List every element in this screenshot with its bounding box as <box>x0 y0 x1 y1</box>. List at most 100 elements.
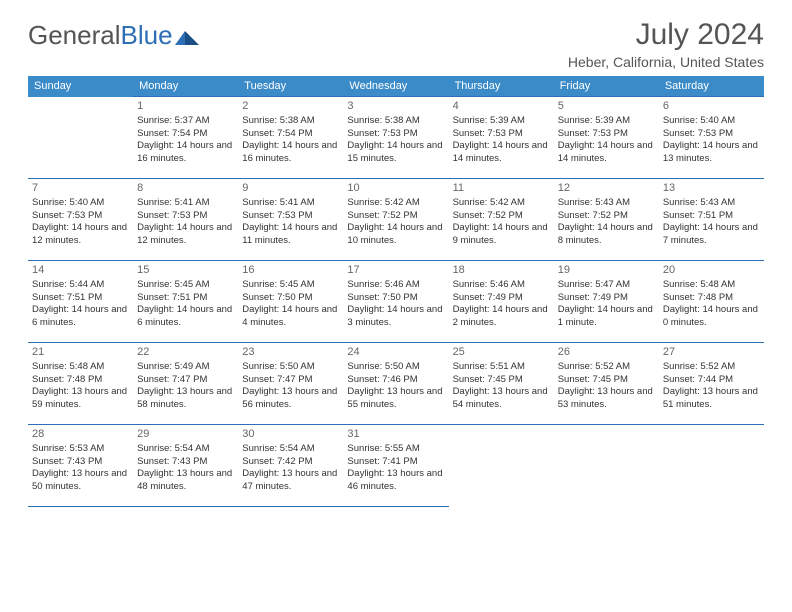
day-number: 27 <box>663 345 760 360</box>
sunrise-line: Sunrise: 5:52 AM <box>663 361 760 374</box>
sunset-line: Sunset: 7:50 PM <box>242 292 339 305</box>
weekday-header: Thursday <box>449 76 554 97</box>
sunset-line: Sunset: 7:52 PM <box>558 210 655 223</box>
weekday-header: Tuesday <box>238 76 343 97</box>
calendar-day-cell: 13Sunrise: 5:43 AMSunset: 7:51 PMDayligh… <box>659 179 764 261</box>
sunrise-line: Sunrise: 5:37 AM <box>137 115 234 128</box>
sunrise-line: Sunrise: 5:40 AM <box>32 197 129 210</box>
day-number: 8 <box>137 181 234 196</box>
calendar-day-cell: 1Sunrise: 5:37 AMSunset: 7:54 PMDaylight… <box>133 97 238 179</box>
calendar-day-cell: 22Sunrise: 5:49 AMSunset: 7:47 PMDayligh… <box>133 343 238 425</box>
day-number: 26 <box>558 345 655 360</box>
daylight-line: Daylight: 13 hours and 47 minutes. <box>242 468 339 494</box>
day-number: 1 <box>137 99 234 114</box>
day-number: 12 <box>558 181 655 196</box>
day-number: 30 <box>242 427 339 442</box>
weekday-header-row: SundayMondayTuesdayWednesdayThursdayFrid… <box>28 76 764 97</box>
sunset-line: Sunset: 7:52 PM <box>347 210 444 223</box>
day-number: 19 <box>558 263 655 278</box>
sunset-line: Sunset: 7:52 PM <box>453 210 550 223</box>
daylight-line: Daylight: 14 hours and 16 minutes. <box>242 140 339 166</box>
sunset-line: Sunset: 7:53 PM <box>453 128 550 141</box>
calendar-day-cell: 29Sunrise: 5:54 AMSunset: 7:43 PMDayligh… <box>133 425 238 507</box>
calendar-day-cell: 4Sunrise: 5:39 AMSunset: 7:53 PMDaylight… <box>449 97 554 179</box>
day-number: 22 <box>137 345 234 360</box>
daylight-line: Daylight: 13 hours and 50 minutes. <box>32 468 129 494</box>
sunset-line: Sunset: 7:51 PM <box>663 210 760 223</box>
sunrise-line: Sunrise: 5:38 AM <box>242 115 339 128</box>
location-text: Heber, California, United States <box>568 54 764 70</box>
sunset-line: Sunset: 7:44 PM <box>663 374 760 387</box>
calendar-day-cell: 26Sunrise: 5:52 AMSunset: 7:45 PMDayligh… <box>554 343 659 425</box>
weekday-header: Monday <box>133 76 238 97</box>
calendar-day-cell: 31Sunrise: 5:55 AMSunset: 7:41 PMDayligh… <box>343 425 448 507</box>
daylight-line: Daylight: 14 hours and 13 minutes. <box>663 140 760 166</box>
sunset-line: Sunset: 7:51 PM <box>137 292 234 305</box>
sunset-line: Sunset: 7:53 PM <box>242 210 339 223</box>
daylight-line: Daylight: 13 hours and 51 minutes. <box>663 386 760 412</box>
sunrise-line: Sunrise: 5:48 AM <box>663 279 760 292</box>
daylight-line: Daylight: 14 hours and 0 minutes. <box>663 304 760 330</box>
calendar-day-cell: 10Sunrise: 5:42 AMSunset: 7:52 PMDayligh… <box>343 179 448 261</box>
day-number: 29 <box>137 427 234 442</box>
sunrise-line: Sunrise: 5:45 AM <box>137 279 234 292</box>
sunset-line: Sunset: 7:53 PM <box>663 128 760 141</box>
calendar-day-cell: 11Sunrise: 5:42 AMSunset: 7:52 PMDayligh… <box>449 179 554 261</box>
sunset-line: Sunset: 7:47 PM <box>137 374 234 387</box>
calendar-day-cell: 5Sunrise: 5:39 AMSunset: 7:53 PMDaylight… <box>554 97 659 179</box>
sunrise-line: Sunrise: 5:51 AM <box>453 361 550 374</box>
daylight-line: Daylight: 14 hours and 12 minutes. <box>32 222 129 248</box>
sunrise-line: Sunrise: 5:55 AM <box>347 443 444 456</box>
sunrise-line: Sunrise: 5:50 AM <box>242 361 339 374</box>
day-number: 9 <box>242 181 339 196</box>
day-number: 7 <box>32 181 129 196</box>
calendar-day-cell: 12Sunrise: 5:43 AMSunset: 7:52 PMDayligh… <box>554 179 659 261</box>
calendar-empty-cell <box>28 97 133 179</box>
title-block: July 2024 Heber, California, United Stat… <box>568 18 764 70</box>
day-number: 16 <box>242 263 339 278</box>
calendar-day-cell: 18Sunrise: 5:46 AMSunset: 7:49 PMDayligh… <box>449 261 554 343</box>
daylight-line: Daylight: 14 hours and 10 minutes. <box>347 222 444 248</box>
calendar-table: SundayMondayTuesdayWednesdayThursdayFrid… <box>28 76 764 507</box>
brand-part2: Blue <box>121 20 173 51</box>
calendar-week-row: 1Sunrise: 5:37 AMSunset: 7:54 PMDaylight… <box>28 97 764 179</box>
sunset-line: Sunset: 7:53 PM <box>347 128 444 141</box>
brand-logo: GeneralBlue <box>28 20 199 51</box>
sunset-line: Sunset: 7:53 PM <box>558 128 655 141</box>
day-number: 15 <box>137 263 234 278</box>
sunrise-line: Sunrise: 5:42 AM <box>347 197 444 210</box>
calendar-day-cell: 7Sunrise: 5:40 AMSunset: 7:53 PMDaylight… <box>28 179 133 261</box>
day-number: 10 <box>347 181 444 196</box>
logo-triangle-icon <box>175 27 199 45</box>
daylight-line: Daylight: 14 hours and 14 minutes. <box>453 140 550 166</box>
day-number: 18 <box>453 263 550 278</box>
sunset-line: Sunset: 7:45 PM <box>453 374 550 387</box>
daylight-line: Daylight: 14 hours and 14 minutes. <box>558 140 655 166</box>
sunrise-line: Sunrise: 5:54 AM <box>242 443 339 456</box>
calendar-week-row: 28Sunrise: 5:53 AMSunset: 7:43 PMDayligh… <box>28 425 764 507</box>
calendar-week-row: 21Sunrise: 5:48 AMSunset: 7:48 PMDayligh… <box>28 343 764 425</box>
daylight-line: Daylight: 13 hours and 55 minutes. <box>347 386 444 412</box>
daylight-line: Daylight: 14 hours and 4 minutes. <box>242 304 339 330</box>
sunset-line: Sunset: 7:47 PM <box>242 374 339 387</box>
day-number: 13 <box>663 181 760 196</box>
day-number: 28 <box>32 427 129 442</box>
calendar-day-cell: 19Sunrise: 5:47 AMSunset: 7:49 PMDayligh… <box>554 261 659 343</box>
calendar-day-cell: 24Sunrise: 5:50 AMSunset: 7:46 PMDayligh… <box>343 343 448 425</box>
weekday-header: Sunday <box>28 76 133 97</box>
day-number: 21 <box>32 345 129 360</box>
day-number: 3 <box>347 99 444 114</box>
day-number: 23 <box>242 345 339 360</box>
daylight-line: Daylight: 14 hours and 2 minutes. <box>453 304 550 330</box>
daylight-line: Daylight: 14 hours and 11 minutes. <box>242 222 339 248</box>
sunset-line: Sunset: 7:51 PM <box>32 292 129 305</box>
daylight-line: Daylight: 14 hours and 16 minutes. <box>137 140 234 166</box>
sunset-line: Sunset: 7:54 PM <box>137 128 234 141</box>
daylight-line: Daylight: 14 hours and 9 minutes. <box>453 222 550 248</box>
daylight-line: Daylight: 14 hours and 8 minutes. <box>558 222 655 248</box>
calendar-day-cell: 28Sunrise: 5:53 AMSunset: 7:43 PMDayligh… <box>28 425 133 507</box>
calendar-day-cell: 2Sunrise: 5:38 AMSunset: 7:54 PMDaylight… <box>238 97 343 179</box>
sunrise-line: Sunrise: 5:45 AM <box>242 279 339 292</box>
day-number: 20 <box>663 263 760 278</box>
page-header: GeneralBlue July 2024 Heber, California,… <box>28 18 764 70</box>
